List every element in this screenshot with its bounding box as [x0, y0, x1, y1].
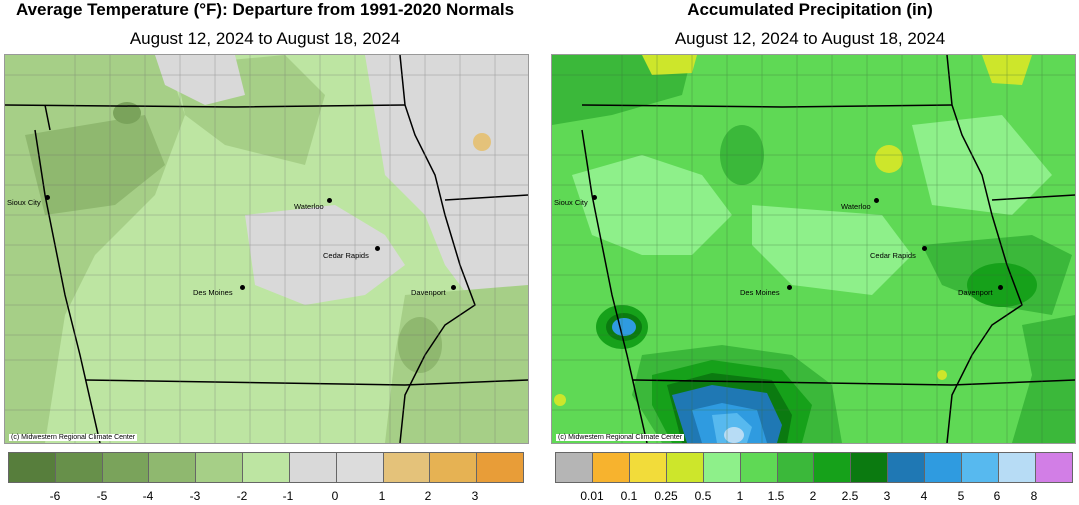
temperature-title: Average Temperature (°F): Departure from…	[15, 0, 515, 19]
waterloo-marker	[874, 198, 879, 203]
temperature-legend-swatch	[383, 453, 431, 482]
precipitation-legend-swatch	[1035, 453, 1072, 482]
des-moines-marker	[240, 285, 245, 290]
waterloo-marker	[327, 198, 332, 203]
sioux-city-marker	[45, 195, 50, 200]
temperature-map-graphic	[5, 55, 528, 443]
precipitation-legend-tick: 5	[957, 489, 965, 503]
precipitation-legend-swatch	[556, 453, 593, 482]
temperature-legend-tick: 1	[378, 489, 386, 503]
precipitation-legend-tick: 0.01	[580, 489, 604, 503]
precipitation-legend-tick: 0.1	[620, 489, 638, 503]
precipitation-legend-swatch	[925, 453, 963, 482]
temperature-map: Sioux City Waterloo Cedar Rapids Des Moi…	[4, 54, 529, 444]
precipitation-map-graphic	[552, 55, 1075, 443]
precipitation-legend-swatch	[666, 453, 704, 482]
temperature-legend-swatch	[9, 453, 56, 482]
precipitation-credit: (c) Midwestern Regional Climate Center	[556, 434, 685, 441]
city-label-davenport: Davenport	[958, 288, 993, 297]
temperature-subtitle: August 12, 2024 to August 18, 2024	[129, 29, 401, 48]
cedar-rapids-marker	[922, 246, 927, 251]
temperature-legend-swatch	[149, 453, 197, 482]
cedar-rapids-marker	[375, 246, 380, 251]
precipitation-legend-tick: 4	[920, 489, 928, 503]
precipitation-legend-swatch	[592, 453, 630, 482]
precipitation-title: Accumulated Precipitation (in)	[687, 0, 933, 19]
city-label-waterloo: Waterloo	[294, 202, 324, 211]
precipitation-legend-swatch	[703, 453, 741, 482]
precipitation-legend-swatch	[999, 453, 1036, 482]
city-label-cedar-rapids: Cedar Rapids	[323, 251, 369, 260]
precipitation-legend-swatch	[814, 453, 852, 482]
temperature-legend-tick: 2	[424, 489, 432, 503]
city-label-sioux-city: Sioux City	[7, 198, 41, 207]
precipitation-legend	[555, 452, 1073, 483]
city-label-des-moines: Des Moines	[193, 288, 233, 297]
temperature-legend	[8, 452, 524, 483]
temperature-legend-tick: -5	[96, 489, 108, 503]
temperature-legend-swatch	[336, 453, 384, 482]
precipitation-legend-tick: 2	[809, 489, 817, 503]
temperature-legend-swatch	[430, 453, 478, 482]
temperature-legend-swatch	[243, 453, 290, 482]
davenport-marker	[998, 285, 1003, 290]
precipitation-legend-swatch	[777, 453, 815, 482]
temperature-legend-swatch	[55, 453, 103, 482]
city-label-des-moines: Des Moines	[740, 288, 780, 297]
precipitation-legend-tick: 0.5	[694, 489, 712, 503]
davenport-marker	[451, 285, 456, 290]
city-label-sioux-city: Sioux City	[554, 198, 588, 207]
city-label-cedar-rapids: Cedar Rapids	[870, 251, 916, 260]
precipitation-legend-tick: 1	[736, 489, 744, 503]
precipitation-legend-tick: 8	[1030, 489, 1038, 503]
temperature-legend-swatch	[289, 453, 337, 482]
precipitation-legend-swatch	[740, 453, 778, 482]
temperature-legend-tick: 3	[471, 489, 479, 503]
temperature-legend-tick: -3	[189, 489, 201, 503]
precipitation-legend-tick: 3	[883, 489, 891, 503]
temperature-legend-swatch	[102, 453, 150, 482]
precipitation-legend-tick: 2.5	[841, 489, 859, 503]
sioux-city-marker	[592, 195, 597, 200]
city-label-davenport: Davenport	[411, 288, 446, 297]
precipitation-legend-tick: 0.25	[654, 489, 678, 503]
temperature-legend-swatch	[196, 453, 244, 482]
precipitation-legend-tick: 1.5	[767, 489, 785, 503]
temperature-legend-tick: -6	[49, 489, 61, 503]
precipitation-map: Sioux City Waterloo Cedar Rapids Des Moi…	[551, 54, 1076, 444]
des-moines-marker	[787, 285, 792, 290]
temperature-legend-swatch	[477, 453, 523, 482]
temperature-legend-tick: -4	[142, 489, 154, 503]
precipitation-legend-tick: 6	[993, 489, 1001, 503]
temperature-legend-tick: -1	[282, 489, 294, 503]
temperature-legend-tick: -2	[236, 489, 248, 503]
precipitation-legend-swatch	[888, 453, 926, 482]
city-label-waterloo: Waterloo	[841, 202, 871, 211]
precipitation-legend-swatch	[962, 453, 1000, 482]
precipitation-legend-swatch	[629, 453, 667, 482]
precipitation-subtitle: August 12, 2024 to August 18, 2024	[674, 29, 946, 48]
temperature-legend-tick: 0	[331, 489, 339, 503]
precipitation-legend-swatch	[851, 453, 889, 482]
temperature-credit: (c) Midwestern Regional Climate Center	[9, 434, 138, 441]
